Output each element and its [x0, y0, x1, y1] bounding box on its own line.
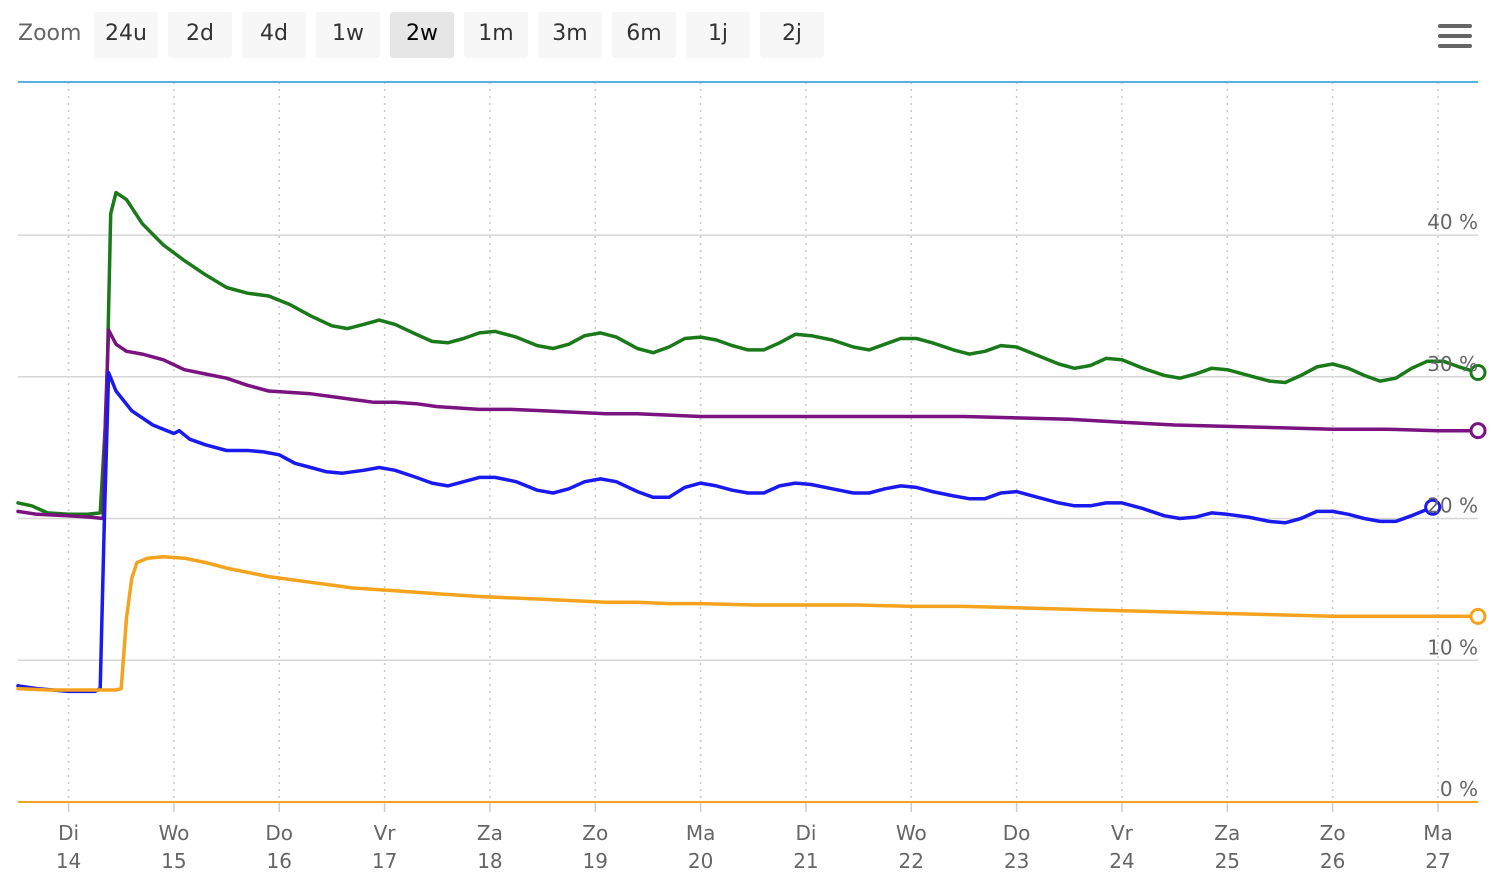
x-tick-day-label: Wo — [158, 821, 189, 845]
x-tick-date-label: 26 — [1320, 849, 1345, 873]
zoom-button-3m[interactable]: 3m — [538, 12, 602, 58]
series-line-2 — [16, 370, 1435, 694]
x-tick-date-label: 25 — [1215, 849, 1240, 873]
x-tick-date-label: 24 — [1109, 849, 1134, 873]
x-tick-date-label: 15 — [161, 849, 186, 873]
x-tick-date-label: 17 — [372, 849, 397, 873]
x-tick-day-label: Zo — [582, 821, 608, 845]
x-tick-day-label: Do — [1003, 821, 1031, 845]
x-tick-day-label: Ma — [686, 821, 716, 845]
series-end-marker-2[interactable] — [1424, 498, 1442, 516]
horizontal-grid — [18, 81, 1478, 803]
y-tick-label: 0 % — [1440, 777, 1478, 801]
x-tick-day-label: Zo — [1320, 821, 1346, 845]
x-tick-date-label: 19 — [583, 849, 608, 873]
zoom-toolbar: Zoom 24u 2d 4d 1w 2w 1m 3m 6m 1j 2j — [0, 0, 1496, 70]
x-tick-day-label: Wo — [896, 821, 927, 845]
zoom-button-1m[interactable]: 1m — [464, 12, 528, 58]
x-tick-day-label: Ma — [1423, 821, 1453, 845]
series-end-marker-3[interactable] — [1469, 607, 1487, 625]
y-axis-labels: 0 % 10 % 20 % 30 % 40 % — [1427, 210, 1478, 801]
x-tick-date-label: 20 — [688, 849, 713, 873]
y-tick-label: 20 % — [1427, 494, 1478, 518]
x-tick-day-label: Za — [1214, 821, 1240, 845]
x-tick-day-label: Vr — [1111, 821, 1134, 845]
zoom-button-6m[interactable]: 6m — [612, 12, 676, 58]
series-end-marker-1[interactable] — [1469, 422, 1487, 440]
x-tick-day-label: Di — [795, 821, 816, 845]
series-line-1 — [16, 328, 1480, 521]
x-tick-day-label: Do — [265, 821, 293, 845]
zoom-button-1j[interactable]: 1j — [686, 12, 750, 58]
zoom-button-2w[interactable]: 2w — [390, 12, 454, 58]
x-axis-labels: Di 14 Wo 15 Do 16 Vr 17 Za 18 Zo 19 Ma 20 Di 21 Wo 22 Do 23… — [56, 821, 1453, 873]
x-tick-date-label: 27 — [1425, 849, 1450, 873]
zoom-button-24u[interactable]: 24u — [94, 12, 158, 58]
zoom-label: Zoom — [18, 21, 82, 46]
y-tick-label: 10 % — [1427, 635, 1478, 659]
x-tick-date-label: 23 — [1004, 849, 1029, 873]
y-tick-label: 40 % — [1427, 210, 1478, 234]
x-tick-day-label: Di — [58, 821, 79, 845]
series-group — [16, 190, 1487, 694]
zoom-button-2j[interactable]: 2j — [760, 12, 824, 58]
x-tick-day-label: Za — [477, 821, 503, 845]
x-tick-date-label: 18 — [477, 849, 502, 873]
zoom-button-2d[interactable]: 2d — [168, 12, 232, 58]
zoom-button-4d[interactable]: 4d — [242, 12, 306, 58]
zoom-button-1w[interactable]: 1w — [316, 12, 380, 58]
hamburger-menu-icon[interactable] — [1436, 24, 1476, 52]
y-tick-label: 30 % — [1427, 352, 1478, 376]
series-line-0 — [16, 190, 1480, 517]
x-tick-date-label: 21 — [793, 849, 818, 873]
x-tick-date-label: 22 — [899, 849, 924, 873]
vertical-grid — [67, 82, 1439, 812]
series-line-3 — [16, 555, 1480, 692]
series-end-marker-0[interactable] — [1469, 364, 1487, 382]
x-tick-date-label: 16 — [267, 849, 292, 873]
x-tick-day-label: Vr — [374, 821, 397, 845]
x-tick-date-label: 14 — [56, 849, 81, 873]
